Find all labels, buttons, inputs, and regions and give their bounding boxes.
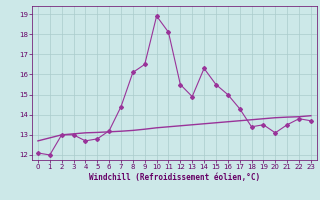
X-axis label: Windchill (Refroidissement éolien,°C): Windchill (Refroidissement éolien,°C) bbox=[89, 173, 260, 182]
